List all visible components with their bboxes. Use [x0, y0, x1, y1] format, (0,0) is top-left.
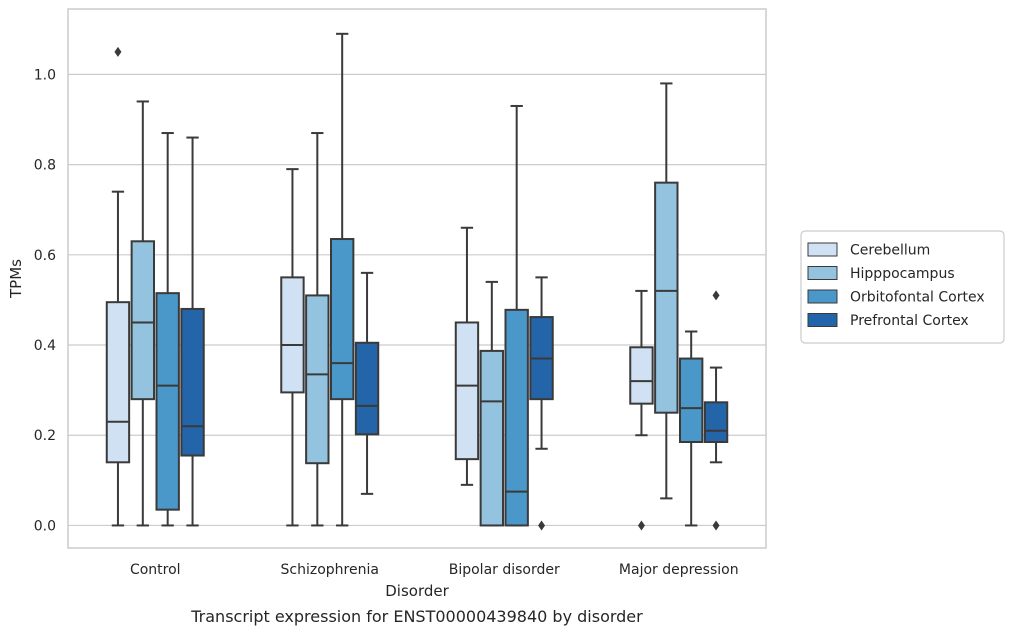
x-tick-label: Major depression — [619, 562, 739, 578]
legend-label: Cerebellum — [850, 243, 930, 259]
box-orbitofontal-cortex — [504, 104, 529, 527]
box-iqr — [678, 357, 704, 444]
y-tick-labels: 0.0 0.2 0.4 0.6 0.8 1.0 — [34, 67, 56, 534]
legend-label: Orbitofontal Cortex — [850, 290, 985, 306]
box-cerebellum — [629, 289, 654, 531]
x-tick-labels: Control Schizophrenia Bipolar disorder Majo… — [130, 562, 739, 578]
box-hipppocampus — [305, 132, 330, 527]
box-iqr — [155, 292, 180, 511]
chart-caption: Transcript expression for ENST0000043984… — [190, 607, 643, 626]
outlier-point — [712, 520, 720, 531]
box-iqr — [280, 276, 305, 394]
y-axis-title: TPMs — [7, 259, 25, 299]
box-iqr — [504, 308, 529, 527]
box-groups — [105, 32, 729, 531]
y-tick-label: 0.4 — [34, 338, 56, 354]
box-iqr — [479, 349, 505, 527]
box-orbitofontal-cortex — [329, 32, 355, 527]
box-hipppocampus — [479, 280, 505, 527]
box-iqr — [629, 346, 654, 405]
box-iqr — [105, 301, 131, 464]
box-iqr — [130, 240, 156, 401]
legend: Cerebellum Hipppocampus Orbitofontal Corte… — [800, 230, 1005, 344]
y-tick-label: 0.2 — [34, 428, 56, 444]
outlier-point — [712, 290, 720, 301]
plot-frame — [67, 8, 767, 549]
outlier-point — [538, 520, 546, 531]
y-tick-label: 0.0 — [34, 518, 56, 534]
x-tick-label: Bipolar disorder — [449, 562, 560, 578]
outlier-point — [637, 520, 645, 531]
box-iqr — [703, 401, 729, 444]
x-tick-label: Schizophrenia — [281, 562, 379, 578]
box-iqr — [329, 238, 355, 401]
box-cerebellum — [280, 168, 305, 527]
outlier-point — [114, 46, 122, 57]
box-hipppocampus — [130, 100, 156, 527]
box-cerebellum — [105, 46, 131, 527]
legend-swatch — [807, 289, 838, 304]
x-axis-title: Disorder — [385, 582, 449, 600]
box-iqr — [654, 181, 679, 414]
box-orbitofontal-cortex — [678, 330, 704, 527]
box-prefrontal-cortex — [180, 136, 205, 527]
x-tick-label: Control — [130, 562, 181, 578]
legend-frame — [800, 230, 1005, 344]
box-iqr — [180, 307, 205, 457]
y-tick-label: 0.8 — [34, 158, 56, 174]
box-cerebellum — [454, 226, 480, 486]
legend-swatch — [807, 313, 838, 327]
legend-label: Hipppocampus — [850, 266, 955, 282]
box-prefrontal-cortex — [354, 271, 380, 495]
box-prefrontal-cortex — [529, 276, 554, 531]
y-tick-label: 1.0 — [34, 67, 56, 83]
box-hipppocampus — [654, 82, 679, 500]
legend-swatch — [807, 242, 838, 257]
box-iqr — [305, 294, 330, 465]
legend-swatch — [807, 266, 838, 280]
y-tick-label: 0.6 — [34, 248, 56, 264]
box-orbitofontal-cortex — [155, 132, 180, 527]
box-iqr — [354, 341, 380, 436]
box-iqr — [454, 321, 480, 461]
box-prefrontal-cortex — [703, 290, 729, 531]
legend-label: Prefrontal Cortex — [850, 313, 969, 329]
